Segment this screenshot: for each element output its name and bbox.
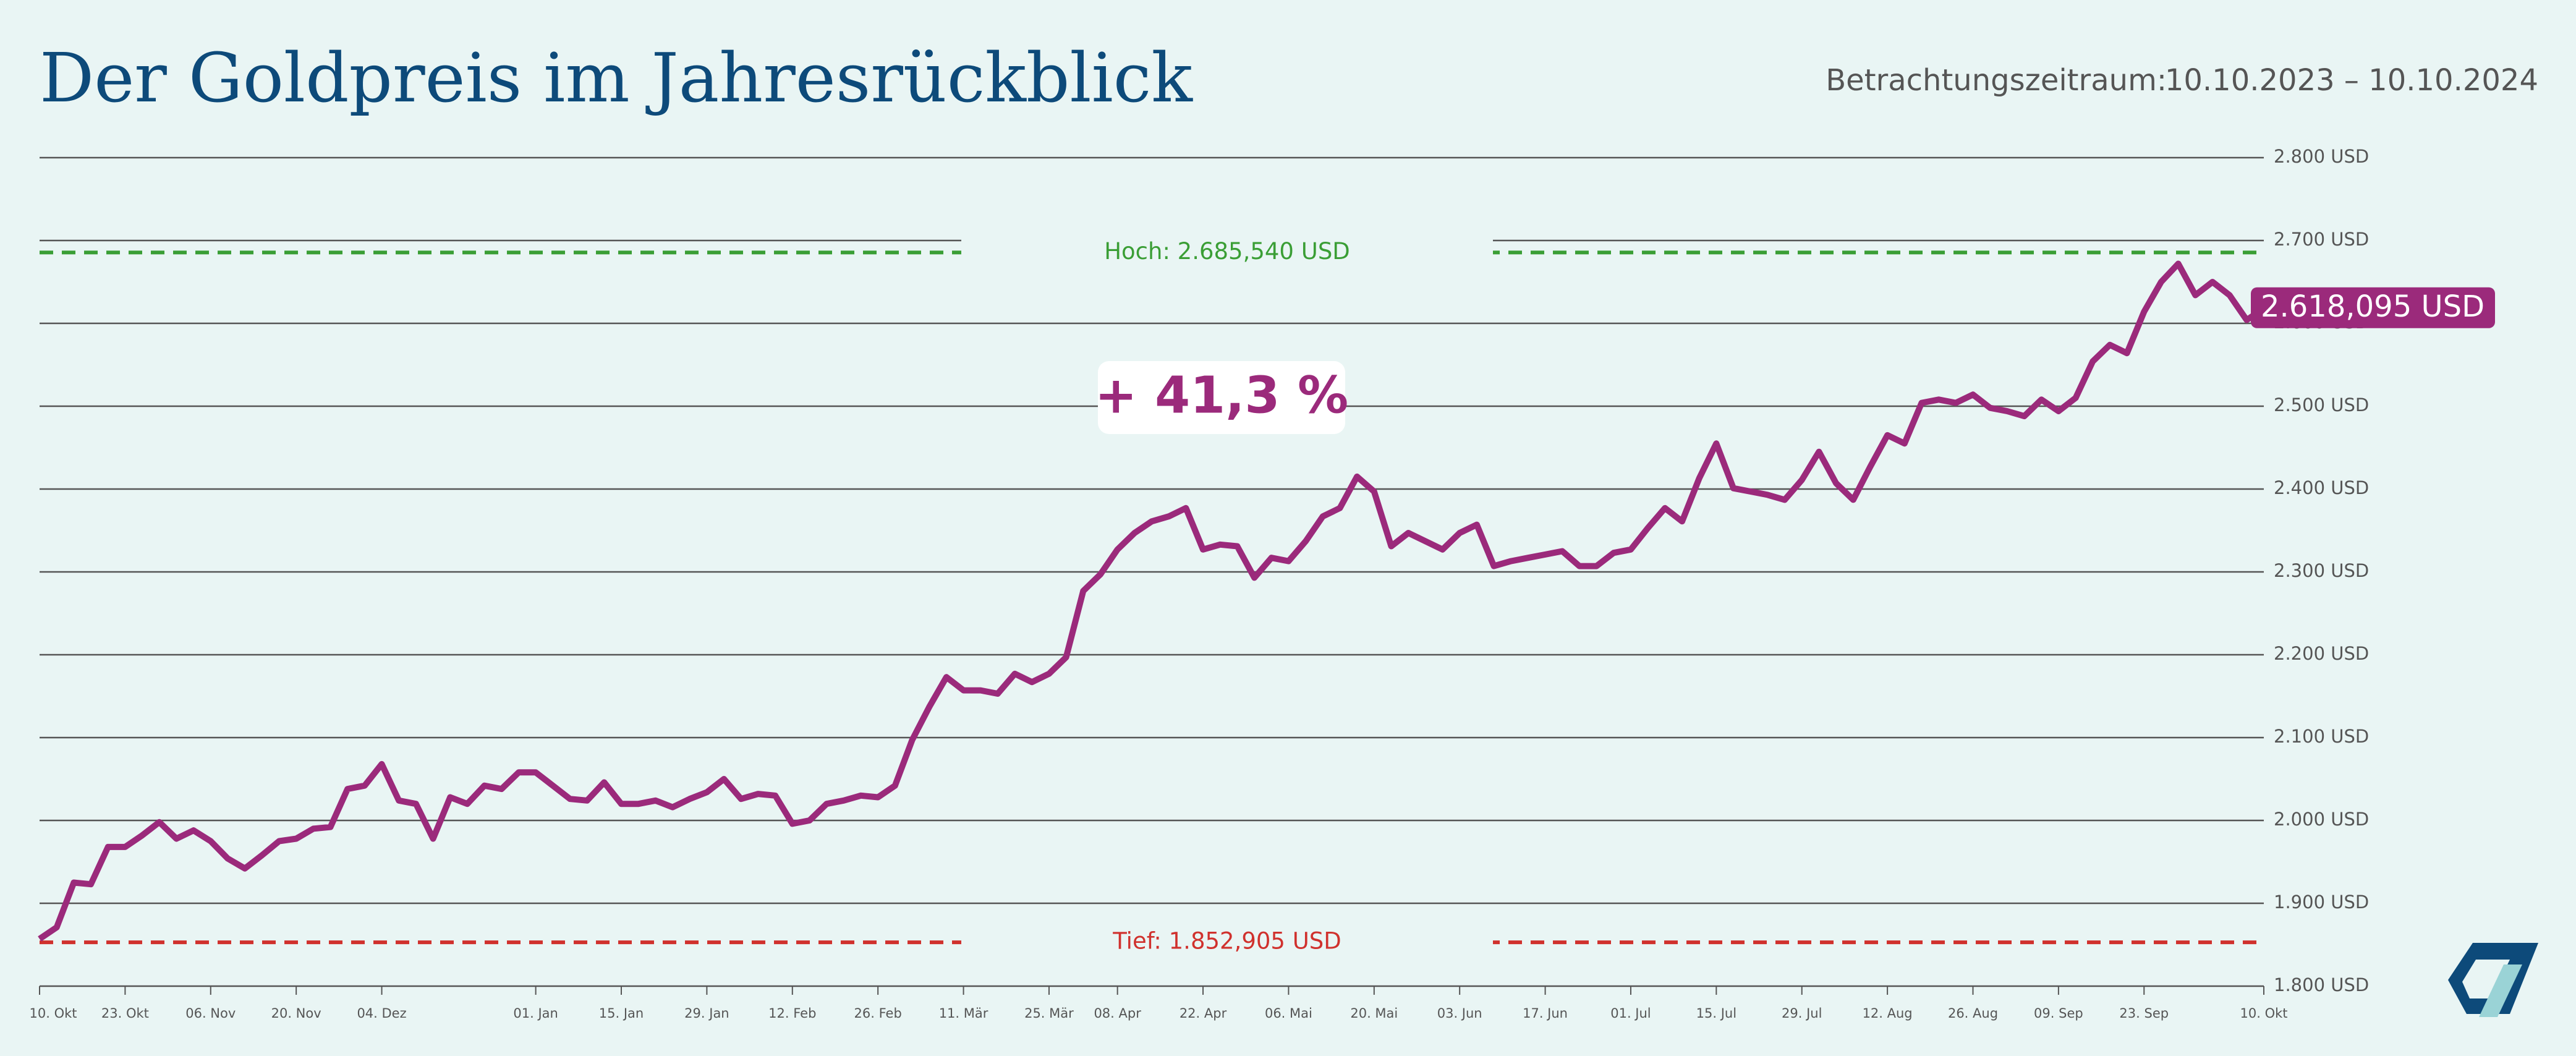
x-tick-label: 10. Okt: [30, 1006, 77, 1021]
x-tick-label: 08. Apr: [1094, 1006, 1141, 1021]
y-tick-label: 2.300 USD: [2274, 560, 2369, 581]
x-tick-label: 01. Jul: [1610, 1006, 1651, 1021]
x-tick-label: 09. Sep: [2034, 1006, 2083, 1021]
x-tick-label: 12. Feb: [768, 1006, 816, 1021]
x-tick-label: 04. Dez: [357, 1006, 406, 1021]
x-tick-label: 10. Okt: [2240, 1006, 2288, 1021]
subtitle-label: Betrachtungszeitraum:: [1826, 63, 2167, 98]
x-tick-label: 12. Aug: [1863, 1006, 1913, 1021]
x-tick-label: 22. Apr: [1180, 1006, 1227, 1021]
series-line: [38, 260, 2266, 942]
x-tick-label: 29. Jul: [1782, 1006, 1822, 1021]
reference-label: Hoch: 2.685,540 USD: [1104, 238, 1350, 265]
y-tick-label: 2.800 USD: [2274, 146, 2369, 167]
logo-stripe: [2479, 964, 2522, 1017]
y-tick-label: 1.800 USD: [2274, 974, 2369, 995]
x-tick-label: 11. Mär: [939, 1006, 988, 1021]
x-tick-label: 15. Jan: [599, 1006, 644, 1021]
reference-label-bg: [961, 234, 1493, 271]
y-tick-label: 2.200 USD: [2274, 643, 2369, 664]
x-tick-label: 20. Mai: [1350, 1006, 1398, 1021]
end-badge: [2251, 287, 2495, 328]
x-tick-label: 25. Mär: [1024, 1006, 1074, 1021]
x-tick-label: 06. Nov: [185, 1006, 236, 1021]
y-tick-label: 2.000 USD: [2274, 809, 2369, 830]
x-tick-label: 23. Okt: [101, 1006, 149, 1021]
x-tick-label: 06. Mai: [1265, 1006, 1312, 1021]
x-tick-label: 26. Feb: [854, 1006, 902, 1021]
reference-label: Tief: 1.852,905 USD: [1112, 928, 1341, 955]
reference-label-bg: [961, 924, 1493, 961]
x-tick-label: 20. Nov: [271, 1006, 321, 1021]
x-tick-label: 23. Sep: [2119, 1006, 2169, 1021]
x-tick-label: 17. Jun: [1523, 1006, 1568, 1021]
end-label: 2.618,095 USD: [2261, 289, 2485, 324]
x-tick-label: 15. Jul: [1696, 1006, 1736, 1021]
subtitle: 10.10.2023 – 10.10.2024: [2165, 63, 2538, 98]
y-tick-label: 1.900 USD: [2274, 892, 2369, 913]
annotation: + 41,3 %: [1095, 366, 1348, 425]
y-tick-label: 2.700 USD: [2274, 229, 2369, 250]
y-tick-label: 2.400 USD: [2274, 477, 2369, 498]
y-tick-label: 2.500 USD: [2274, 394, 2369, 415]
x-tick-label: 01. Jan: [513, 1006, 558, 1021]
x-tick-label: 29. Jan: [684, 1006, 729, 1021]
chart-title: Der Goldpreis im Jahresrückblick: [40, 38, 1193, 117]
annotation-box: [1098, 361, 1345, 434]
logo-cut: [2462, 960, 2510, 999]
x-tick-label: 03. Jun: [1437, 1006, 1482, 1021]
y-tick-label: 2.100 USD: [2274, 726, 2369, 747]
logo: [2448, 943, 2538, 1017]
x-tick-label: 26. Aug: [1948, 1006, 1998, 1021]
